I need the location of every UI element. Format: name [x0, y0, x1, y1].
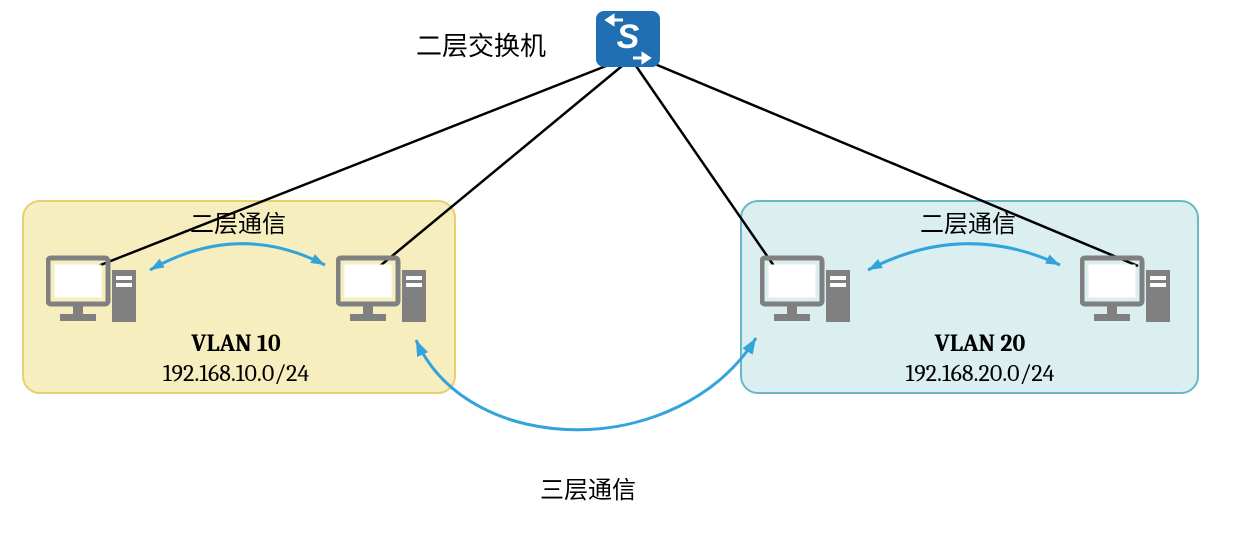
vlan20-label: VLAN 20 192.168.20.0/24: [880, 328, 1080, 388]
switch-icon: S: [595, 10, 661, 68]
vlan10-label: VLAN 10 192.168.10.0/24: [136, 328, 336, 388]
diagram-canvas: S 二层交换机 VLAN 10 192.168.10.0/24 VLAN 20 …: [0, 0, 1255, 538]
vlan10-l2-label: 二层通信: [190, 204, 286, 239]
vlan10-subnet: 192.168.10.0/24: [136, 358, 336, 388]
pc-icon: [1080, 252, 1172, 332]
pc-icon: [46, 252, 138, 332]
vlan20-name: VLAN 20: [880, 328, 1080, 358]
switch-label: 二层交换机: [416, 26, 546, 63]
vlan20-l2-label: 二层通信: [920, 204, 1016, 239]
pc-icon: [760, 252, 852, 332]
vlan10-name: VLAN 10: [136, 328, 336, 358]
l3-label: 三层通信: [540, 470, 636, 505]
svg-text:S: S: [617, 18, 640, 56]
vlan20-subnet: 192.168.20.0/24: [880, 358, 1080, 388]
pc-icon: [336, 252, 428, 332]
